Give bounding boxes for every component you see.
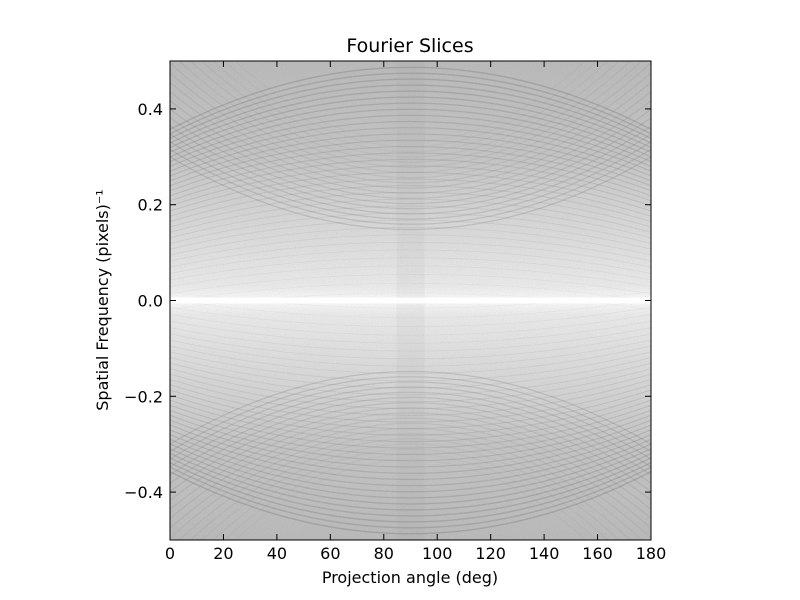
x-tick-label: 100	[422, 544, 453, 563]
x-tick-label: 160	[582, 544, 613, 563]
zero-frequency-band	[170, 297, 651, 304]
y-tick-label: 0.4	[138, 100, 163, 119]
x-tick-label: 180	[636, 544, 667, 563]
x-tick-label: 140	[529, 544, 560, 563]
x-axis: 0 20 40 60 80 100 120 140 160 180	[165, 61, 666, 563]
y-tick-label: 0.2	[138, 196, 163, 215]
x-tick-label: 60	[320, 544, 340, 563]
x-tick-label: 40	[267, 544, 287, 563]
heatmap-image	[170, 61, 651, 540]
x-tick-label: 120	[475, 544, 506, 563]
y-tick-label: −0.2	[124, 387, 163, 406]
chart-title: Fourier Slices	[346, 35, 473, 57]
x-tick-label: 80	[374, 544, 394, 563]
x-tick-label: 0	[165, 544, 175, 563]
y-axis: 0.4 0.2 0.0 −0.2 −0.4	[124, 100, 651, 502]
y-tick-label: 0.0	[138, 292, 163, 311]
y-axis-label: Spatial Frequency (pixels)⁻¹	[93, 189, 112, 410]
x-tick-label: 20	[213, 544, 233, 563]
y-tick-label: −0.4	[124, 483, 163, 502]
x-axis-label: Projection angle (deg)	[322, 568, 498, 587]
